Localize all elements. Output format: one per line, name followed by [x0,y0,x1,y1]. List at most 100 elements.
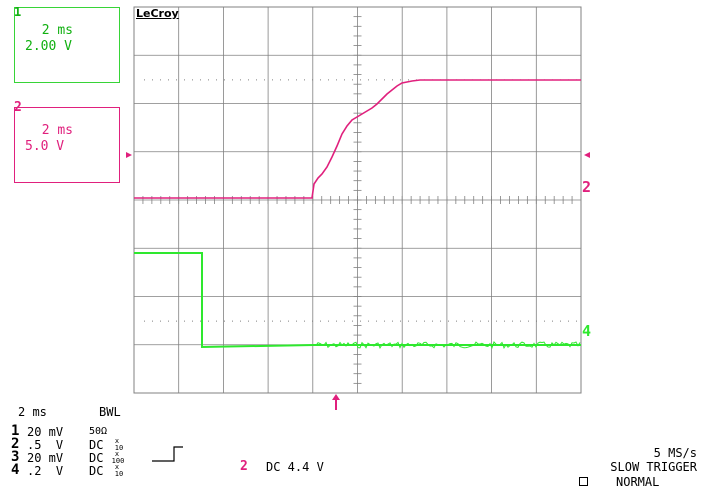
channel-2-trace [134,79,581,199]
graticule-dot [144,320,145,322]
channel-row-number: 1 [11,423,20,439]
trigger-mode: NORMAL [616,475,660,489]
graticule-dot [184,79,185,81]
channel-1-info-box[interactable]: 1 2 ms 2.00 V [14,5,120,83]
graticule-dot [264,320,265,322]
channel-4-trace-marker[interactable]: 4 [582,322,592,340]
graticule-dot [240,79,241,81]
graticule-dot [480,320,481,322]
graticule-dot [328,79,329,81]
graticule-dot [304,320,305,322]
graticule-dot [440,320,441,322]
channel-row-number: 4 [11,462,20,478]
trigger-level-left-arrow[interactable] [126,152,132,158]
channel-row-probe-x: x [114,450,120,458]
channel-row-number: 3 [11,449,20,465]
bottom-timebase: 2 ms [18,405,47,419]
channel-2-timebase: 2 ms [41,123,73,138]
graticule-dot [376,79,377,81]
graticule-dot [208,320,209,322]
graticule-dot [408,320,409,322]
graticule-dot [304,79,305,81]
graticule-dot [408,79,409,81]
channel-2-info-box[interactable]: 2 2 ms 5.0 V [14,100,120,183]
graticule-dot [432,320,433,322]
graticule-dot [352,79,353,81]
graticule-dot [184,320,185,322]
graticule-dot [232,79,233,81]
graticule-dot [272,79,273,81]
graticule-dot [152,79,153,81]
graticule-dot [376,320,377,322]
trigger-type: SLOW TRIGGER [610,460,697,474]
channel-row-number: 2 [11,436,20,452]
graticule-dot [552,320,553,322]
graticule-dot [560,320,561,322]
graticule-dot [344,79,345,81]
graticule-dot [192,79,193,81]
graticule-dot [520,320,521,322]
graticule-dot [496,320,497,322]
graticule-dot [352,320,353,322]
sample-rate: 5 MS/s [653,446,697,460]
channel-row-coupling: DC [89,438,104,452]
graticule-dot [368,79,369,81]
graticule-dot [176,79,177,81]
graticule-dot [416,320,417,322]
graticule-dot [320,79,321,81]
graticule-dot [360,320,361,322]
graticule-dot [448,320,449,322]
graticule-dot [512,320,513,322]
channel-row-coupling: DC [89,451,104,465]
channel-row-coupling: DC [89,464,104,478]
graticule [133,6,582,394]
graticule-dot [336,79,337,81]
graticule-dot [328,320,329,322]
graticule-dot [320,320,321,322]
graticule-dot [160,320,161,322]
graticule-dot [392,320,393,322]
channel-1-volts: 2.00 V [25,39,72,54]
channel-row-probe-factor: 10 [114,470,124,478]
graticule-dot [568,320,569,322]
graticule-dot [312,320,313,322]
channel-2-trace-marker[interactable]: 2 [582,178,592,196]
graticule-dot [384,320,385,322]
trigger-coupling-level: DC 4.4 V [266,460,324,474]
graticule-dot [336,320,337,322]
graticule-dot [472,320,473,322]
graticule-dot [392,79,393,81]
lecroy-logo: LeCroy [136,7,179,20]
graticule-dot [456,320,457,322]
graticule-dot [272,320,273,322]
graticule-dot [360,79,361,81]
graticule-dot [256,79,257,81]
bwl-label: BWL [99,405,121,419]
trigger-level-right-arrow[interactable] [584,152,590,158]
channel-row-probe-x: x [114,463,120,471]
graticule-dot [160,79,161,81]
graticule-dot [400,79,401,81]
graticule-dot [424,320,425,322]
channel-row-probe-x: x [114,437,120,445]
graticule-dot [232,320,233,322]
trigger-edge-icon [152,446,183,462]
graticule-dot [384,79,385,81]
graticule-dot [528,320,529,322]
graticule-dot [208,79,209,81]
graticule-dot [256,320,257,322]
graticule-dot [224,320,225,322]
graticule-dot [464,320,465,322]
graticule-dot [216,320,217,322]
trigger-channel-number: 2 [240,459,248,474]
graticule-dot [144,79,145,81]
graticule-dot [240,320,241,322]
graticule-dot [224,79,225,81]
trigger-position-arrow[interactable] [332,394,340,410]
trigger-mode-checkbox[interactable] [579,477,588,486]
channel-row-scale: 20 mV [27,425,64,439]
channel-row-scale: 20 mV [27,451,64,465]
graticule-dot [280,79,281,81]
graticule-dot [288,320,289,322]
